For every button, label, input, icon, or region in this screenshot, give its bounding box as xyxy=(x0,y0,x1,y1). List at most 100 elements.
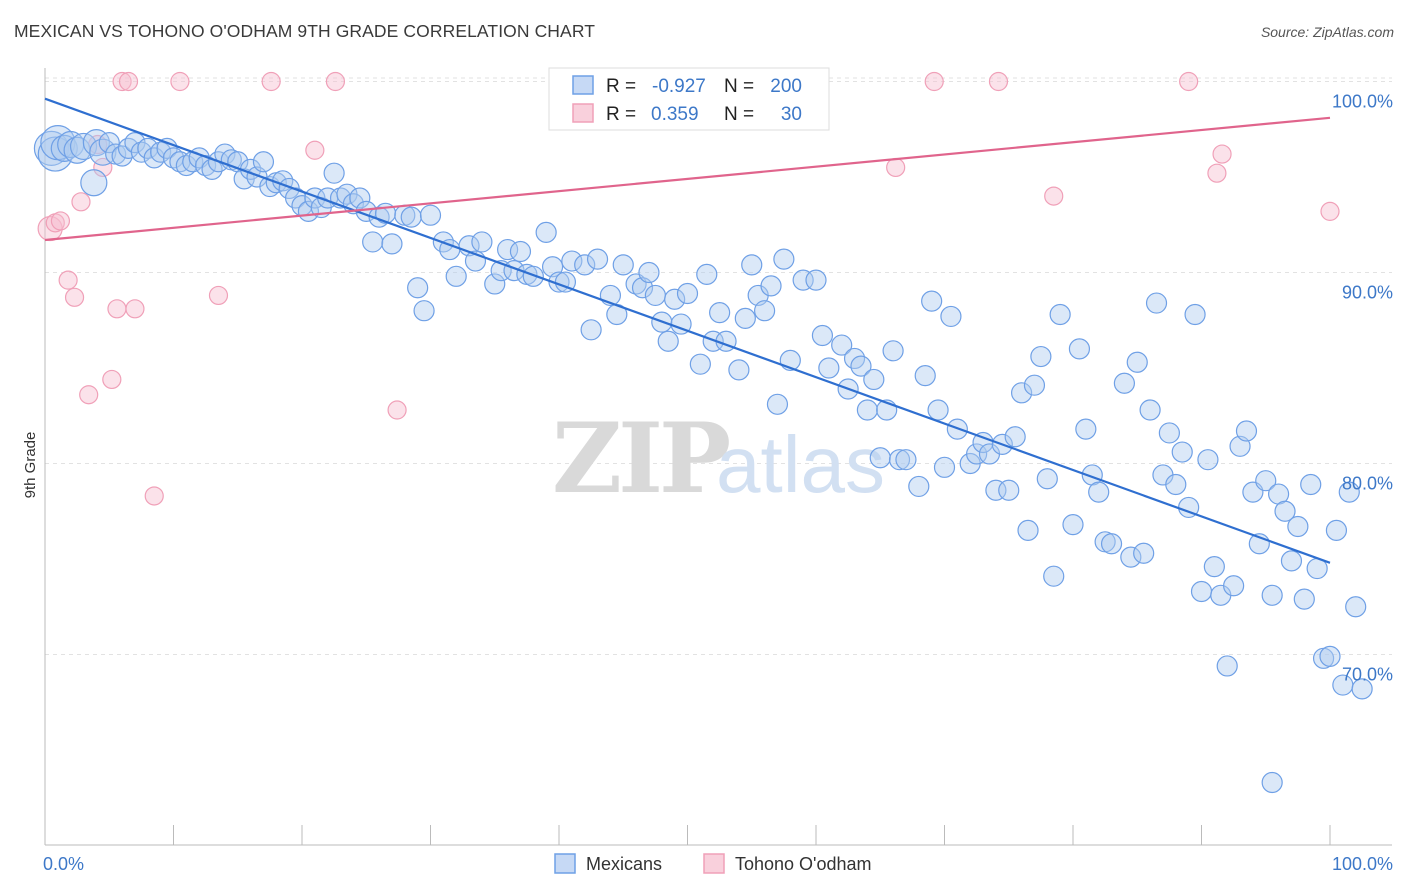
mexicans-point-92 xyxy=(676,282,699,305)
tohono-point-11 xyxy=(112,71,132,92)
legend-r-value-2: 0.359 xyxy=(651,104,699,125)
tohono-point-3 xyxy=(58,270,78,290)
mexicans-point-184 xyxy=(1325,519,1348,541)
bottom-legend-label-tohono: Tohono O'odham xyxy=(735,854,872,874)
mexicans-point-78 xyxy=(574,254,596,276)
mexicans-point-122 xyxy=(908,475,930,498)
tohono-point-28 xyxy=(1212,144,1232,164)
trend-lines xyxy=(44,97,1331,564)
mexicans-point-142 xyxy=(1043,565,1065,587)
mexicans-point-176 xyxy=(1274,500,1296,522)
mexicans-point-98 xyxy=(728,359,750,381)
x-tick-label-1: 100.0% xyxy=(1332,854,1393,874)
bottom-legend: Mexicans Tohono O'odham xyxy=(554,853,872,874)
mexicans-point-179 xyxy=(1293,588,1315,610)
mexicans-point-189 xyxy=(1261,771,1283,794)
tohono-point-13 xyxy=(125,299,145,319)
mexicans-point-80 xyxy=(586,248,609,270)
tohono-point-9 xyxy=(102,369,122,390)
mexicans-point-87 xyxy=(644,284,666,307)
series-mexicans xyxy=(33,125,1373,794)
axes xyxy=(44,68,1392,846)
mexicans-point-154 xyxy=(1133,542,1155,564)
mexicans-point-180 xyxy=(1300,473,1322,496)
mexicans-point-115 xyxy=(856,399,879,421)
tohono-point-4 xyxy=(64,287,85,307)
mexicans-point-143 xyxy=(1049,303,1071,326)
tohono-point-16 xyxy=(208,285,229,306)
mexicans-point-163 xyxy=(1190,580,1213,603)
bottom-legend-label-mexicans: Mexicans xyxy=(586,854,662,874)
mexicans-point-72 xyxy=(522,265,544,287)
mexicans-point-8 xyxy=(80,169,108,197)
mexicans-point-120 xyxy=(888,449,911,471)
legend-n-label-1: N = xyxy=(724,76,754,97)
mexicans-point-54 xyxy=(381,233,403,255)
mexicans-point-116 xyxy=(863,368,885,391)
mexicans-point-162 xyxy=(1184,303,1206,326)
x-tick-labels: 0.0% 100.0% xyxy=(43,854,1393,874)
mexicans-point-114 xyxy=(850,355,872,377)
y-tick-label-0: 70.0% xyxy=(1342,665,1393,685)
mexicans-point-102 xyxy=(753,300,776,322)
mexicans-point-18 xyxy=(150,141,172,163)
mexicans-point-168 xyxy=(1223,575,1245,597)
y-tick-label-2: 90.0% xyxy=(1342,283,1393,303)
mexicans-point-135 xyxy=(998,479,1020,501)
series-tohono-oodham xyxy=(37,71,1340,506)
mexicans-point-133 xyxy=(985,479,1007,501)
y-tick-label-3: 100.0% xyxy=(1332,92,1393,112)
mexicans-point-95 xyxy=(702,330,724,352)
mexicans-point-123 xyxy=(914,365,936,387)
bottom-legend-swatch-tohono xyxy=(703,853,725,874)
tohono-point-24 xyxy=(988,71,1009,92)
mexicans-point-65 xyxy=(471,231,493,253)
mexicans-point-174 xyxy=(1261,584,1283,606)
tohono-point-18 xyxy=(305,140,325,160)
mexicans-point-57 xyxy=(407,277,429,299)
tohono-point-2 xyxy=(50,211,71,231)
mexicans-point-94 xyxy=(696,263,718,286)
mexicans-point-187 xyxy=(1345,596,1367,618)
tohono-point-5 xyxy=(71,192,91,212)
mexicans-trend-line xyxy=(44,97,1331,564)
mexicans-point-159 xyxy=(1165,473,1187,496)
mexicans-point-56 xyxy=(400,206,422,228)
mexicans-point-130 xyxy=(966,443,988,465)
bottom-legend-swatch-mexicans xyxy=(554,853,576,874)
source-label: Source: ZipAtlas.com xyxy=(1260,24,1394,40)
mexicans-point-103 xyxy=(760,275,782,297)
mexicans-point-79 xyxy=(580,319,602,341)
mexicans-point-86 xyxy=(638,261,660,284)
mexicans-point-156 xyxy=(1145,292,1168,314)
mexicans-point-188 xyxy=(1351,678,1373,700)
tohono-point-6 xyxy=(79,385,99,405)
mexicans-point-121 xyxy=(895,449,917,471)
y-axis-title: 9th Grade xyxy=(22,432,39,499)
mexicans-point-137 xyxy=(1010,382,1033,404)
legend-n-value-1: 200 xyxy=(770,76,802,97)
mexicans-point-96 xyxy=(709,302,731,324)
mexicans-point-126 xyxy=(933,456,956,478)
mexicans-point-90 xyxy=(664,288,686,310)
mexicans-point-170 xyxy=(1235,420,1258,442)
legend-r-label-1: R = xyxy=(606,76,636,97)
mexicans-point-145 xyxy=(1068,338,1091,360)
mexicans-point-146 xyxy=(1075,418,1097,440)
watermark: ZIP atlas xyxy=(552,402,885,515)
mexicans-point-15 xyxy=(130,141,152,163)
mexicans-point-13 xyxy=(117,137,140,159)
mexicans-point-104 xyxy=(766,393,789,415)
tohono-point-17 xyxy=(261,71,281,92)
tohono-point-26 xyxy=(1179,71,1199,92)
legend-box: R = -0.927 N = 200 R = 0.359 N = 30 xyxy=(548,67,830,131)
tohono-point-23 xyxy=(924,71,944,92)
tohono-point-22 xyxy=(886,157,906,178)
mexicans-point-138 xyxy=(1017,519,1039,541)
legend-swatch-mexicans xyxy=(572,75,594,95)
mexicans-point-22 xyxy=(175,154,197,177)
mexicans-point-73 xyxy=(535,221,557,243)
mexicans-point-177 xyxy=(1280,550,1303,572)
mexicans-point-105 xyxy=(773,248,795,270)
mexicans-point-141 xyxy=(1036,468,1058,490)
